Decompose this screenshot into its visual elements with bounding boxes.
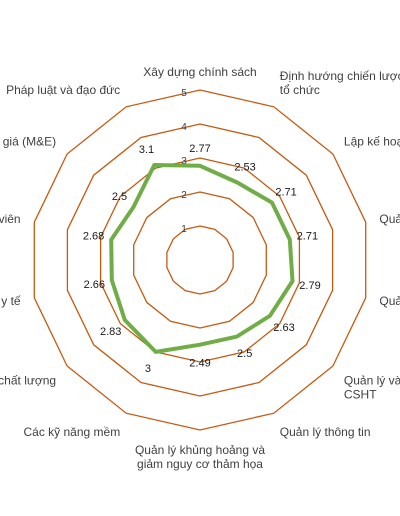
- data-label: 2.79: [299, 280, 320, 292]
- grid-ring-2: [133, 191, 267, 329]
- data-label: 2.71: [297, 231, 318, 243]
- data-label: 2.5: [237, 348, 252, 360]
- data-label: 2.53: [234, 161, 255, 173]
- category-labels: Xây dựng chính sách Định hướng chiến lược…: [0, 65, 400, 471]
- category-label: Quản: [379, 212, 400, 226]
- data-label: 2.77: [189, 143, 210, 155]
- tick-label: 2: [181, 190, 187, 201]
- data-label: 3: [145, 363, 151, 375]
- data-label: 2.49: [189, 358, 210, 370]
- category-label: Quản: [379, 294, 400, 308]
- data-label: 3.1: [139, 144, 154, 156]
- grid-ring-1: [166, 225, 234, 295]
- series-layer: [109, 163, 295, 354]
- category-label: Quản lý và sửCSHT: [344, 374, 400, 402]
- tick-label: 4: [181, 122, 187, 133]
- grid-ring-3: [99, 157, 301, 363]
- series-line: [109, 163, 295, 354]
- data-label: 2.71: [275, 186, 296, 198]
- data-value-labels: 2.772.532.712.712.792.632.52.4932.832.66…: [83, 143, 321, 375]
- category-label: Định hướng chiến lược, tổ chức: [280, 69, 400, 97]
- data-label: 2.66: [84, 279, 105, 291]
- tick-label: 3: [181, 156, 187, 167]
- category-label: chất lượng: [0, 374, 56, 388]
- data-label: 2.5: [112, 191, 127, 203]
- radar-grid: [33, 89, 367, 431]
- category-label: Pháp luật và đạo đức: [6, 83, 120, 97]
- category-label: nh giá (M&E): [0, 134, 56, 148]
- category-label: Quản lý thông tin: [280, 425, 371, 439]
- category-label: Các kỹ năng mềm: [23, 425, 120, 439]
- grid-ring-4: [66, 123, 334, 397]
- data-label: 2.63: [273, 322, 294, 334]
- tick-label: 5: [181, 88, 187, 99]
- category-label: Xây dựng chính sách: [143, 65, 256, 79]
- radial-tick-labels: 1 2 3 4 5: [181, 88, 187, 235]
- category-label: Quản lý khủng hoảng và giảm nguy cơ thảm …: [135, 443, 265, 471]
- category-label: n viên: [0, 212, 21, 226]
- tick-label: 1: [181, 224, 187, 235]
- category-label: a y tế: [0, 294, 21, 308]
- grid-ring-5: [33, 89, 367, 431]
- data-label: 2.83: [100, 326, 121, 338]
- data-label: 2.68: [83, 231, 104, 243]
- category-label: Lập kế hoạch: [344, 134, 400, 148]
